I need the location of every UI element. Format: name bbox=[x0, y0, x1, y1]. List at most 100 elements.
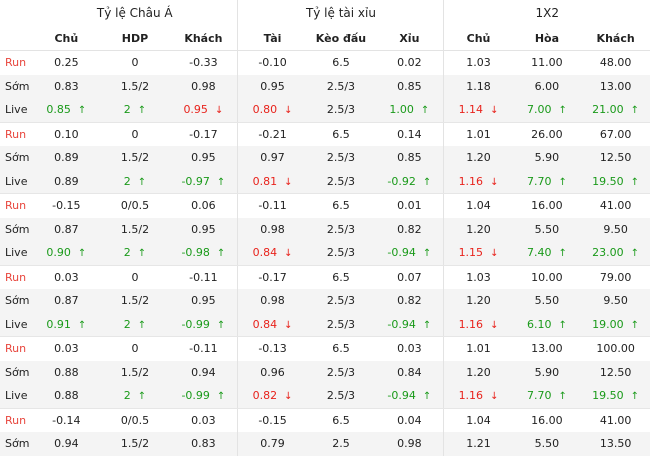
odds-cell: 2.5/3 bbox=[306, 217, 376, 241]
odds-cell: 6.00 bbox=[512, 74, 582, 98]
row-label: Run bbox=[5, 342, 27, 356]
odds-cell: 0.82 bbox=[375, 289, 444, 313]
odds-cell: 6.5 bbox=[307, 194, 376, 218]
odds-value: 12.50 bbox=[599, 365, 632, 379]
arrow-up-icon: ↑ bbox=[422, 176, 432, 188]
odds-value: 5.50 bbox=[534, 294, 560, 308]
odds-value: 0.95 bbox=[260, 79, 285, 93]
odds-value: 19.50 bbox=[592, 389, 624, 403]
odds-value: 23.00 bbox=[592, 246, 624, 260]
odds-value: 1.03 bbox=[466, 270, 491, 284]
odds-value: 10.00 bbox=[531, 270, 563, 284]
odds-cell: 0.03 bbox=[375, 337, 444, 361]
odds-value: 2.5/3 bbox=[326, 294, 356, 308]
odds-cell: 0.90 ↑ bbox=[32, 241, 101, 266]
odds-value: 1.01 bbox=[466, 127, 491, 141]
column-header-draw: Hòa bbox=[512, 26, 582, 51]
odds-cell: 1.20 bbox=[443, 217, 513, 241]
odds-cell: 0.85 ↑ bbox=[32, 98, 101, 123]
odds-cell: 2 ↑ bbox=[100, 169, 170, 194]
arrow-up-icon: ↑ bbox=[422, 319, 432, 331]
odds-cell: 0.88 bbox=[32, 384, 101, 409]
odds-cell: 67.00 bbox=[581, 122, 650, 146]
odds-value: 0 bbox=[131, 342, 139, 356]
odds-cell: 0.95 bbox=[237, 74, 307, 98]
odds-cell: 0.95 bbox=[169, 217, 238, 241]
odds-cell: 1.03 bbox=[443, 50, 513, 75]
odds-cell: 1.5/2 bbox=[100, 360, 170, 384]
odds-value: 0.06 bbox=[191, 199, 216, 213]
table-row: Sớm 0.89 1.5/2 0.95 0.97 2.5/3 0.85 1.20 5.90 12.… bbox=[0, 146, 650, 170]
odds-cell: 79.00 bbox=[581, 265, 650, 289]
odds-value: -0.17 bbox=[189, 127, 218, 141]
arrow-up-icon: ↑ bbox=[422, 391, 432, 403]
odds-cell: 5.50 bbox=[512, 217, 582, 241]
odds-value: 5.90 bbox=[534, 151, 560, 165]
odds-value: 48.00 bbox=[599, 56, 632, 70]
odds-cell: 0.80 ↓ bbox=[237, 98, 307, 123]
arrow-up-icon: ↑ bbox=[630, 176, 640, 188]
group-header-over-under: Tỷ lệ tài xỉu bbox=[237, 0, 444, 26]
odds-value: 1.04 bbox=[466, 413, 491, 427]
odds-value: 0.85 bbox=[397, 151, 422, 165]
odds-value: 1.16 bbox=[458, 174, 484, 188]
odds-cell: 2.5/3 bbox=[306, 146, 376, 170]
table-row: Run 0.10 0 -0.17 -0.21 6.5 0.14 1.01 26.00 67.00 bbox=[0, 122, 650, 146]
row-label: Run bbox=[5, 127, 27, 141]
odds-cell: 6.5 bbox=[307, 122, 376, 146]
odds-cell: 9.50 bbox=[581, 289, 650, 313]
odds-cell: 41.00 bbox=[581, 194, 650, 218]
table-row: Sớm 0.88 1.5/2 0.94 0.96 2.5/3 0.84 1.20 5.90 12.… bbox=[0, 360, 650, 384]
odds-cell: 12.50 bbox=[581, 146, 650, 170]
table-row: Live 0.91 ↑ 2 ↑ -0.99 ↑ 0.84 ↓ 2.5/3 -0.94 ↑ 1.16 ↓ 6.… bbox=[0, 312, 650, 337]
odds-cell: 0.01 bbox=[375, 194, 444, 218]
odds-value: 6.00 bbox=[534, 79, 560, 93]
odds-cell: -0.21 bbox=[237, 122, 307, 146]
odds-value: 1.20 bbox=[466, 151, 491, 165]
odds-value: 1.14 bbox=[458, 103, 484, 117]
odds-cell: 0 bbox=[101, 337, 170, 361]
odds-cell: 16.00 bbox=[513, 194, 582, 218]
row-label: Run bbox=[5, 413, 27, 427]
arrow-down-icon: ↓ bbox=[490, 105, 499, 117]
odds-value: 0.98 bbox=[260, 294, 285, 308]
odds-rows: Run 0.25 0 -0.33 -0.10 6.5 0.02 1.03 11.00 48.00 S… bbox=[0, 50, 650, 456]
table-row: Sớm 0.87 1.5/2 0.95 0.98 2.5/3 0.82 1.20 5.50 9.5… bbox=[0, 289, 650, 313]
odds-cell: -0.11 bbox=[169, 265, 238, 289]
group-header-1x2: 1X2 bbox=[443, 0, 650, 26]
odds-cell: 7.70 ↑ bbox=[512, 384, 582, 409]
arrow-down-icon: ↓ bbox=[490, 319, 499, 331]
odds-value: 7.00 bbox=[526, 103, 552, 117]
odds-cell: 0.87 bbox=[32, 289, 101, 313]
odds-cell: 100.00 bbox=[581, 337, 650, 361]
arrow-down-icon: ↓ bbox=[284, 105, 293, 117]
row-label: Run bbox=[5, 199, 27, 213]
odds-cell: -0.15 bbox=[237, 408, 307, 432]
odds-cell: 1.16 ↓ bbox=[443, 169, 513, 194]
row-label: Run bbox=[5, 56, 27, 70]
odds-value: 1.20 bbox=[466, 294, 491, 308]
odds-value: 0/0.5 bbox=[120, 413, 150, 427]
row-label: Live bbox=[0, 98, 32, 123]
odds-cell: -0.14 bbox=[32, 408, 101, 432]
arrow-up-icon: ↑ bbox=[216, 176, 226, 188]
odds-value: 0.02 bbox=[397, 56, 422, 70]
odds-value: 1.00 bbox=[389, 103, 414, 117]
odds-cell: 2 ↑ bbox=[100, 384, 170, 409]
odds-value: 9.50 bbox=[603, 222, 628, 236]
odds-value: 41.00 bbox=[599, 413, 632, 427]
odds-cell: 7.40 ↑ bbox=[512, 241, 582, 266]
odds-value: -0.11 bbox=[258, 199, 287, 213]
arrow-down-icon: ↓ bbox=[284, 319, 293, 331]
odds-value: 0.83 bbox=[54, 79, 79, 93]
odds-cell: 48.00 bbox=[581, 51, 650, 75]
odds-value: 1.18 bbox=[466, 79, 491, 93]
odds-value: -0.98 bbox=[181, 246, 210, 260]
odds-cell: -0.15 bbox=[32, 194, 101, 218]
odds-value: 41.00 bbox=[599, 199, 632, 213]
odds-value: -0.99 bbox=[181, 317, 210, 331]
odds-value: 1.20 bbox=[466, 365, 491, 379]
odds-value: 0.95 bbox=[183, 103, 208, 117]
odds-value: 2 bbox=[123, 246, 131, 260]
arrow-up-icon: ↑ bbox=[137, 248, 147, 260]
